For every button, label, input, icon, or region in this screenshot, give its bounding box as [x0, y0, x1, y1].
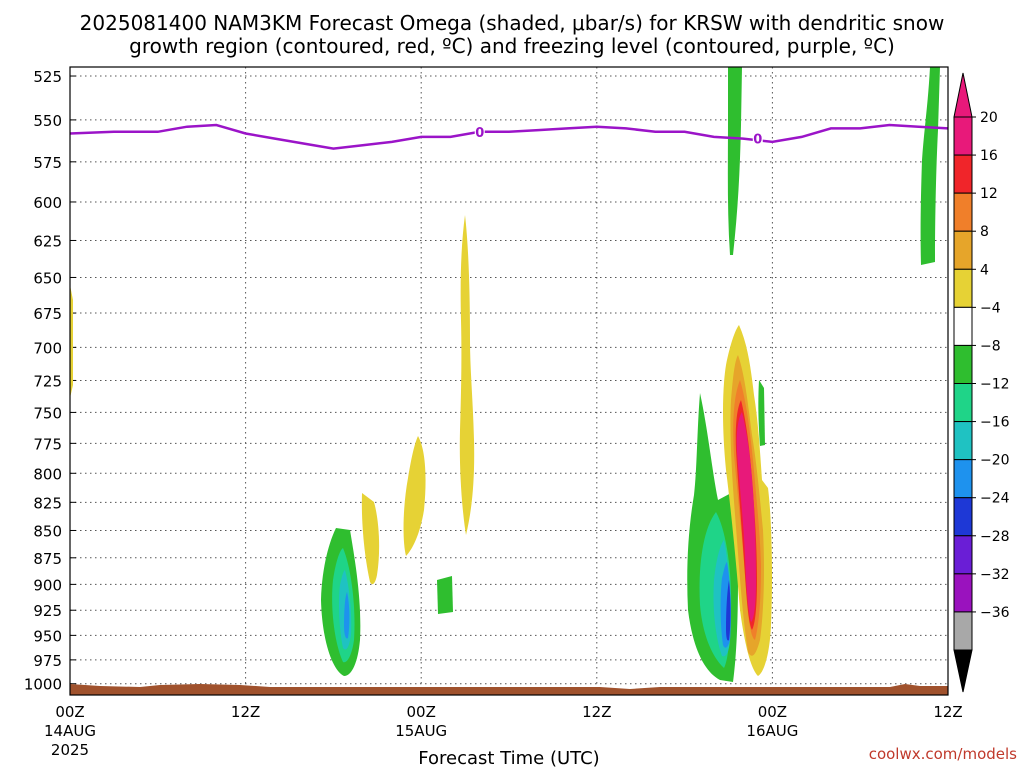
freezing-level-line [69, 123, 949, 150]
colorbar-bottom-arrow [953, 649, 973, 693]
omega-contour-4-yellow [459, 215, 475, 535]
omega-contour-2-yellow [361, 493, 380, 585]
omega-contour-edge-yellow [70, 285, 73, 398]
freezing-label-bg [474, 123, 485, 139]
colorbar-label: −4 [980, 300, 1001, 316]
colorbar-label: −8 [980, 338, 1001, 354]
y-tick-label: 975 [33, 652, 62, 670]
colorbar-swatch [953, 268, 973, 308]
colorbar-swatch [953, 154, 973, 194]
colorbar-label: −20 [980, 453, 1010, 469]
x-tick-label-time: 12Z [582, 703, 611, 721]
colorbar-top-arrow [953, 72, 973, 118]
y-tick-label: 700 [33, 339, 62, 357]
y-tick-label: 925 [33, 602, 62, 620]
y-tick-label: 675 [33, 305, 62, 323]
x-tick-label-time: 00Z [407, 703, 436, 721]
y-tick-label: 875 [33, 550, 62, 568]
freezing-label-bg [752, 130, 763, 146]
freezing-level-label: 0 [475, 126, 484, 141]
omega-contour-7-blue [726, 580, 731, 641]
x-tick-label-time: 12Z [933, 703, 962, 721]
y-tick-label: 1000 [24, 676, 62, 694]
y-tick-label: 625 [33, 232, 62, 250]
grid-layer [69, 67, 949, 695]
x-tick-label-date: 14AUG [44, 722, 96, 740]
colorbar-label: −32 [980, 567, 1010, 583]
colorbar-swatch [953, 344, 973, 384]
x-tick-label-time: 00Z [55, 703, 84, 721]
colorbar-swatch [953, 192, 973, 232]
omega-contour-9-green [758, 380, 765, 446]
y-tick-label: 775 [33, 435, 62, 453]
colorbar-swatch [953, 230, 973, 270]
x-tick-label-time: 12Z [231, 703, 260, 721]
x-tick-label-date: 15AUG [395, 722, 447, 740]
colorbar-label: 20 [980, 110, 998, 126]
x-axis-title: Forecast Time (UTC) [418, 748, 599, 768]
colorbar-label: −12 [980, 377, 1010, 393]
chart-title-line-2: growth region (contoured, red, ºC) and f… [129, 34, 895, 58]
chart-title-line-1: 2025081400 NAM3KM Forecast Omega (shaded… [80, 11, 945, 35]
omega-contour-3-yellow [403, 436, 426, 556]
credit-text: coolwx.com/models [869, 745, 1017, 763]
y-tick-label: 575 [33, 154, 62, 172]
y-tick-label: 650 [33, 269, 62, 287]
y-tick-label: 950 [33, 627, 62, 645]
colorbar-swatch [953, 421, 973, 461]
omega-contour-6-green-column [727, 67, 742, 255]
x-tick-label-year: 2025 [51, 741, 89, 759]
y-tick-label: 825 [33, 494, 62, 512]
colorbar-swatch [953, 306, 973, 346]
omega-contour-5-green [437, 576, 453, 614]
y-axis-labels: 525 550 575 600 625 650 675 700 725 750 775 800 825 8… [24, 68, 62, 694]
y-tick-label: 900 [33, 576, 62, 594]
y-tick-label: 850 [33, 522, 62, 540]
colorbar-label: −28 [980, 529, 1010, 545]
colorbar-label: 4 [980, 262, 989, 278]
colorbar-label: 12 [980, 186, 998, 202]
y-tick-label: 750 [33, 404, 62, 422]
omega-contour-8-magenta [736, 412, 756, 622]
y-tick-label: 800 [33, 465, 62, 483]
colorbar: 20 16 12 8 4 −4 −8 −12 −16 −20 −24 −28 −32 −36 [953, 72, 1010, 693]
colorbar-label: 16 [980, 148, 998, 164]
colorbar-swatch [953, 383, 973, 423]
omega-shading [70, 67, 940, 682]
ground-terrain [70, 684, 948, 695]
colorbar-swatch [953, 573, 973, 613]
colorbar-swatch [953, 535, 973, 575]
colorbar-label: −24 [980, 491, 1010, 507]
y-tick-label: 725 [33, 372, 62, 390]
y-tick-label: 550 [33, 112, 62, 130]
colorbar-swatch [953, 611, 973, 651]
x-tick-label-date: 16AUG [746, 722, 798, 740]
colorbar-swatch [953, 459, 973, 499]
y-tick-label: 600 [33, 194, 62, 212]
x-tick-label-time: 00Z [758, 703, 787, 721]
omega-contour-1-blue [344, 592, 350, 639]
colorbar-swatch [953, 497, 973, 537]
colorbar-swatch [953, 116, 973, 156]
colorbar-label: 8 [980, 224, 989, 240]
omega-contour-10-green-right [920, 67, 940, 265]
plot-frame [69, 66, 949, 696]
colorbar-label: −36 [980, 605, 1010, 621]
y-tick-label: 525 [33, 68, 62, 86]
colorbar-label: −16 [980, 415, 1010, 431]
freezing-level-label: 0 [753, 133, 762, 148]
